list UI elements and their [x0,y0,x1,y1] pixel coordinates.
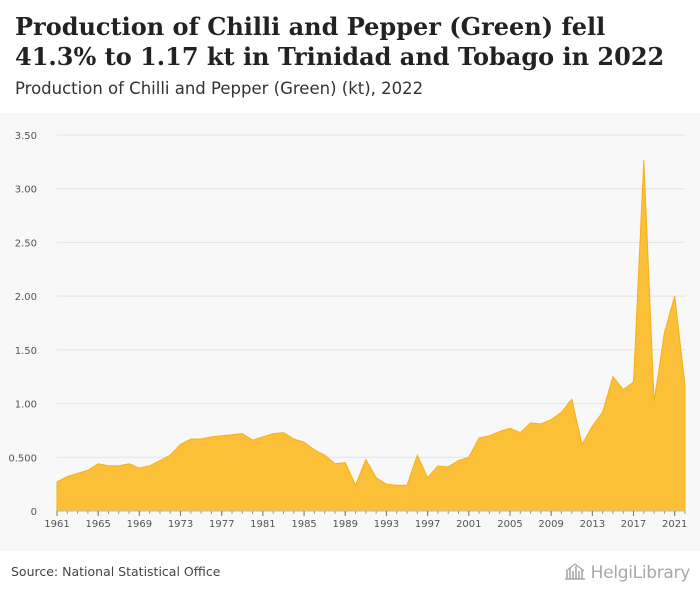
x-tick-label: 1989 [333,519,358,530]
y-tick-label: 2.50 [15,238,37,249]
y-tick-label: 3.50 [15,131,37,142]
data-point [519,431,522,434]
data-point [467,456,470,459]
data-point [488,434,491,437]
data-point [231,433,234,436]
data-point [189,438,192,441]
chart-subtitle: Production of Chilli and Pepper (Green) … [15,79,424,98]
data-point [426,476,429,479]
production-area [56,159,686,512]
data-point [303,441,306,444]
y-tick-label: 0.500 [8,453,37,464]
data-point [539,422,542,425]
data-point [282,431,285,434]
data-point [344,461,347,464]
x-tick-label: 1961 [44,519,69,530]
area-chart: 0 0.500 1.00 1.50 2.00 2.50 3.00 3.50 1961 1965 19… [8,131,687,530]
x-tick-label: 1969 [127,519,152,530]
y-tick-label: 3.00 [15,185,37,196]
data-point [292,438,295,441]
x-tick-label: 1985 [291,519,316,530]
data-point [210,435,213,438]
data-point [601,411,604,414]
y-tick-label: 1.00 [15,400,37,411]
data-point [550,418,553,421]
y-tick-label: 0 [31,507,37,518]
data-point [591,425,594,428]
data-point [385,483,388,486]
x-tick-label: 2009 [538,519,563,530]
data-point [673,295,676,298]
data-point [66,475,69,478]
footer: Source: National Statistical Office Helg… [0,551,700,596]
data-point [457,459,460,462]
data-point [333,462,336,465]
data-point [447,465,450,468]
x-tick-label: 1981 [250,519,275,530]
data-point [354,484,357,487]
data-point [272,432,275,435]
data-point [611,375,614,378]
data-point [478,436,481,439]
data-point [622,388,625,391]
x-tick-label: 2013 [580,519,605,530]
data-point [416,454,419,457]
x-tick-label: 2001 [456,519,481,530]
data-point [107,464,110,467]
x-tick-label: 2021 [662,519,687,530]
data-point [406,484,409,487]
data-point [158,459,161,462]
y-tick-label: 1.50 [15,346,37,357]
data-point [148,464,151,467]
data-point [498,430,501,433]
x-tick-label: 1997 [415,519,440,530]
data-point [653,400,656,403]
data-point [663,331,666,334]
data-point [323,454,326,457]
brand-name: HelgiLibrary [590,563,691,583]
data-point [395,484,398,487]
data-point [261,435,264,438]
data-point [128,462,131,465]
data-point [436,464,439,467]
source-note: Source: National Statistical Office [11,564,221,579]
chart-panel: 0 0.500 1.00 1.50 2.00 2.50 3.00 3.50 1961 1965 19… [0,113,700,551]
building-icon [564,562,586,584]
x-tick-label: 1993 [374,519,399,530]
data-point [364,458,367,461]
x-tick-label: 2017 [621,519,646,530]
data-point [313,448,316,451]
data-point [529,421,532,424]
x-tick-label: 2005 [497,519,522,530]
data-point [642,158,645,161]
data-point [375,476,378,479]
data-point [179,443,182,446]
data-point [97,462,100,465]
data-point [632,381,635,384]
data-point [169,454,172,457]
data-point [684,384,687,387]
data-point [200,438,203,441]
x-tick-label: 1973 [168,519,193,530]
x-tick-label: 1965 [85,519,110,530]
data-point [241,432,244,435]
data-point [581,443,584,446]
x-tick-label: 1977 [209,519,234,530]
data-point [117,464,120,467]
data-point [508,427,511,430]
data-point [138,467,141,470]
data-point [560,411,563,414]
data-point [220,434,223,437]
brand-logo[interactable]: HelgiLibrary [564,559,690,587]
data-point [56,480,59,483]
data-point [570,398,573,401]
data-point [76,472,79,475]
data-point [86,469,89,472]
chart-title: Production of Chilli and Pepper (Green) … [15,12,665,71]
data-point [251,439,254,442]
y-tick-label: 2.00 [15,292,37,303]
